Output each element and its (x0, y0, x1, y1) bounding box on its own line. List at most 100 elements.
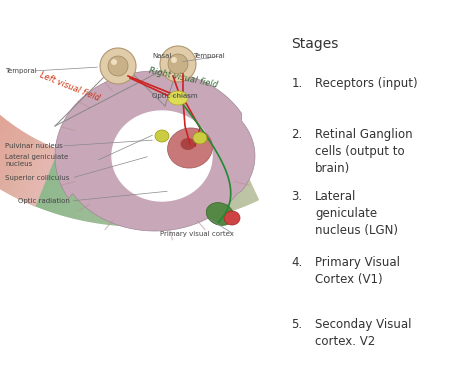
Polygon shape (145, 166, 149, 226)
Polygon shape (82, 161, 97, 221)
Ellipse shape (206, 203, 234, 225)
Polygon shape (147, 166, 152, 226)
Polygon shape (197, 158, 215, 216)
Polygon shape (173, 163, 186, 223)
Polygon shape (162, 165, 171, 225)
Polygon shape (20, 145, 47, 200)
Text: 4.: 4. (292, 256, 303, 269)
Text: Superior colliculus: Superior colliculus (5, 175, 69, 181)
Polygon shape (0, 116, 2, 164)
Polygon shape (166, 164, 176, 224)
Polygon shape (19, 145, 46, 199)
Polygon shape (17, 143, 44, 198)
Polygon shape (206, 155, 227, 213)
Text: Receptors (input): Receptors (input) (315, 77, 418, 90)
Polygon shape (0, 137, 32, 190)
Polygon shape (211, 154, 233, 211)
Text: Left visual field: Left visual field (38, 71, 100, 103)
Polygon shape (32, 149, 56, 205)
Ellipse shape (181, 138, 195, 150)
Ellipse shape (155, 130, 169, 142)
Polygon shape (0, 133, 26, 185)
Polygon shape (91, 163, 104, 222)
Polygon shape (178, 162, 191, 222)
Polygon shape (71, 159, 88, 218)
Polygon shape (8, 140, 38, 194)
Polygon shape (16, 143, 45, 198)
Polygon shape (24, 146, 50, 202)
Polygon shape (30, 148, 56, 205)
Polygon shape (0, 122, 10, 172)
Text: Right visual field: Right visual field (148, 67, 219, 90)
Polygon shape (122, 165, 128, 225)
Polygon shape (142, 166, 146, 226)
Polygon shape (50, 154, 72, 212)
Text: Primary Visual
Cortex (V1): Primary Visual Cortex (V1) (315, 256, 400, 286)
Polygon shape (19, 144, 47, 200)
Text: 3.: 3. (292, 190, 302, 203)
Polygon shape (157, 165, 164, 225)
Polygon shape (164, 164, 173, 224)
Text: Pulvinar nucleus: Pulvinar nucleus (5, 143, 63, 149)
Polygon shape (0, 119, 6, 168)
Polygon shape (76, 160, 92, 219)
Polygon shape (11, 141, 41, 196)
Text: Seconday Visual
cortex. V2: Seconday Visual cortex. V2 (315, 318, 412, 348)
Polygon shape (0, 117, 4, 166)
Polygon shape (224, 148, 250, 205)
Text: Stages: Stages (292, 37, 339, 51)
Polygon shape (94, 163, 107, 223)
Polygon shape (5, 139, 36, 193)
Text: Optic radiation: Optic radiation (18, 198, 70, 204)
Polygon shape (134, 166, 137, 226)
Text: 2.: 2. (292, 128, 303, 141)
Polygon shape (53, 155, 74, 213)
Polygon shape (0, 125, 14, 175)
Polygon shape (227, 147, 253, 203)
Text: Primary visual cortex: Primary visual cortex (160, 231, 234, 237)
Polygon shape (31, 149, 55, 205)
Polygon shape (30, 148, 55, 204)
Polygon shape (183, 161, 198, 221)
Polygon shape (190, 160, 207, 219)
Polygon shape (0, 131, 24, 184)
Polygon shape (118, 165, 126, 225)
Polygon shape (213, 153, 236, 210)
Polygon shape (0, 129, 20, 180)
Polygon shape (28, 148, 54, 203)
Polygon shape (112, 165, 121, 225)
Polygon shape (64, 158, 83, 216)
Polygon shape (209, 154, 230, 212)
Ellipse shape (224, 211, 240, 225)
Polygon shape (38, 151, 63, 208)
Ellipse shape (193, 132, 207, 144)
Text: 5.: 5. (292, 318, 302, 332)
Polygon shape (73, 160, 90, 219)
Polygon shape (201, 157, 221, 215)
Polygon shape (0, 126, 16, 177)
Polygon shape (195, 158, 212, 217)
Polygon shape (0, 130, 22, 182)
Polygon shape (185, 161, 201, 220)
Polygon shape (22, 145, 48, 200)
Polygon shape (131, 166, 135, 226)
Polygon shape (0, 134, 28, 187)
Polygon shape (152, 165, 158, 225)
Ellipse shape (168, 91, 188, 105)
Text: Lateral geniculate
nucleus: Lateral geniculate nucleus (5, 154, 68, 168)
Polygon shape (222, 149, 247, 206)
Polygon shape (67, 158, 85, 217)
Polygon shape (112, 111, 212, 201)
Polygon shape (0, 120, 8, 170)
Polygon shape (56, 156, 76, 214)
Polygon shape (23, 146, 49, 201)
Polygon shape (88, 162, 102, 222)
Polygon shape (125, 166, 130, 226)
Polygon shape (109, 165, 118, 225)
Polygon shape (0, 135, 30, 188)
Polygon shape (107, 164, 116, 224)
Polygon shape (80, 161, 95, 220)
Polygon shape (128, 166, 133, 226)
Polygon shape (27, 147, 52, 203)
Polygon shape (97, 164, 109, 223)
